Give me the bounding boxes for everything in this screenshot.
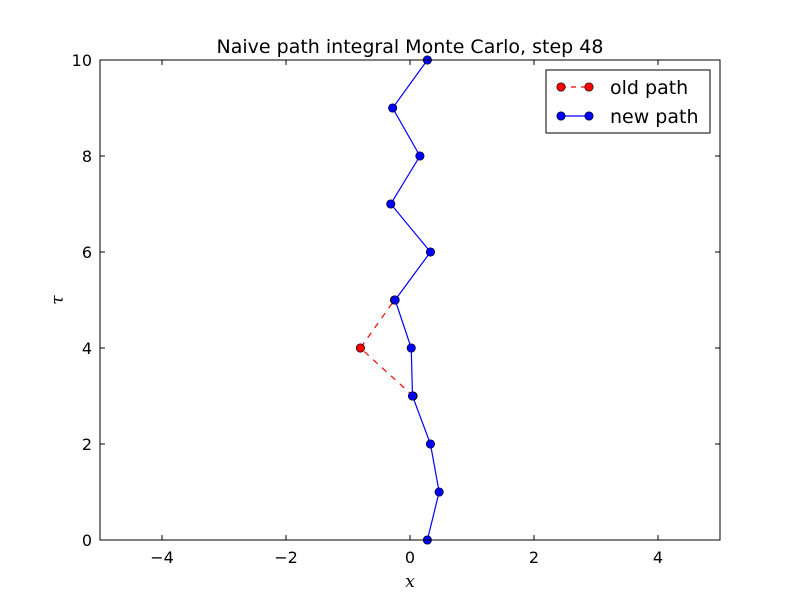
legend-marker-old-path (556, 82, 566, 92)
y-tick-label: 10 (72, 51, 92, 70)
y-tick-label: 4 (82, 339, 92, 358)
data-point-new-path (390, 295, 400, 305)
data-point-new-path (406, 343, 416, 353)
data-point-new-path (415, 151, 425, 161)
data-point-new-path (425, 439, 436, 449)
y-axis-label: τ (48, 295, 68, 305)
x-tick-label: 4 (653, 548, 663, 567)
y-tick-label: 0 (82, 531, 92, 550)
chart-title: Naive path integral Monte Carlo, step 48 (217, 36, 604, 58)
legend-marker-old-path (584, 82, 594, 92)
y-tick-label: 2 (82, 435, 92, 454)
data-point-old-path (355, 343, 365, 353)
tick-layer: −4 −2 0 2 4 0 2 4 6 8 10 (72, 51, 720, 567)
y-tick-label: 6 (82, 243, 92, 262)
data-point-new-path (386, 199, 396, 209)
y-tick-label: 8 (82, 147, 92, 166)
data-point-new-path (407, 391, 418, 401)
x-tick-label: 2 (529, 548, 539, 567)
x-axis-label: x (405, 572, 415, 592)
legend: old path new path (545, 69, 711, 134)
x-tick-label: −4 (150, 548, 174, 567)
series-line-old-path (359, 299, 414, 397)
legend-label-old-path: old path (610, 77, 688, 99)
legend-label-new-path: new path (610, 106, 699, 128)
x-tick-label: 0 (405, 548, 415, 567)
x-tick-label: −2 (274, 548, 298, 567)
data-point-new-path (434, 487, 444, 497)
data-point-new-path (425, 247, 436, 257)
data-point-new-path (388, 103, 398, 113)
legend-box (545, 69, 711, 134)
legend-marker-new-path (584, 111, 594, 121)
legend-marker-new-path (556, 111, 566, 121)
